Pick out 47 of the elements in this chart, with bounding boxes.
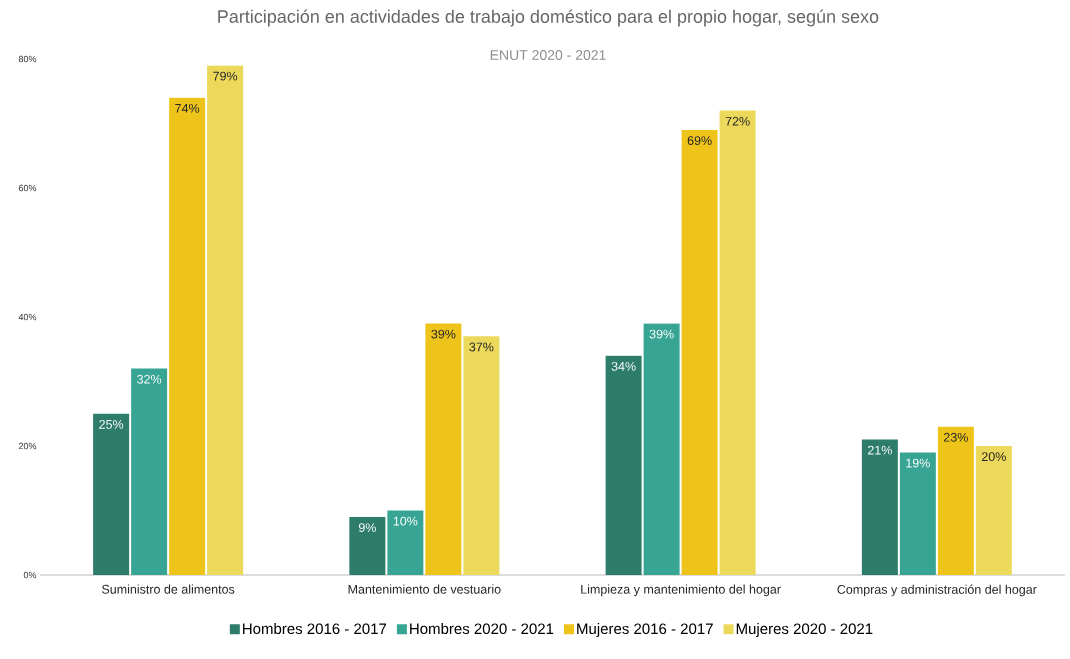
data-label: 34% xyxy=(611,361,636,371)
x-tick-label: Limpieza y mantenimiento del hogar xyxy=(581,584,781,597)
legend-label: Hombres 2016 - 2017 xyxy=(243,623,387,635)
bar xyxy=(605,355,642,575)
bar xyxy=(975,446,1012,575)
legend-label: Mujeres 2016 - 2017 xyxy=(577,623,713,638)
legend-label: Hombres 2020 - 2021 xyxy=(410,623,554,635)
data-label: 10% xyxy=(393,516,418,526)
data-label: 32% xyxy=(137,374,162,384)
bar xyxy=(131,368,168,575)
data-label: 23% xyxy=(943,432,968,442)
x-tick-label: Suministro de alimentos xyxy=(101,584,235,594)
bar xyxy=(681,129,718,575)
bar xyxy=(643,323,680,575)
data-label: 74% xyxy=(175,103,200,113)
x-tick-label: Compras y administración del hogar xyxy=(837,584,1037,597)
y-tick-label: 40% xyxy=(18,313,37,321)
data-label: 79% xyxy=(213,71,238,81)
data-label: 39% xyxy=(649,329,674,339)
y-tick-label: 20% xyxy=(18,442,37,450)
data-label: 69% xyxy=(687,136,712,146)
bar xyxy=(349,516,386,575)
bar xyxy=(169,97,206,575)
data-label: 37% xyxy=(469,342,494,352)
y-tick-label: 60% xyxy=(18,184,37,192)
data-label: 21% xyxy=(867,445,892,455)
bar xyxy=(861,439,898,575)
y-tick-label: 80% xyxy=(18,55,37,63)
chart-title: Participación en actividades de trabajo doméstico para el propio hogar, según sexo xyxy=(218,9,879,27)
data-label: 20% xyxy=(981,452,1006,462)
bar xyxy=(93,413,130,575)
data-label: 25% xyxy=(99,419,124,429)
bar xyxy=(937,426,974,575)
chart-subtitle: ENUT 2020 - 2021 xyxy=(490,50,606,60)
bar xyxy=(899,452,936,575)
data-label: 9% xyxy=(358,523,376,532)
legend-label: Mujeres 2020 - 2021 xyxy=(736,623,873,638)
bar xyxy=(387,510,424,575)
bar xyxy=(207,65,244,575)
y-tick-label: 0% xyxy=(23,571,37,579)
bar xyxy=(463,336,500,575)
data-label: 72% xyxy=(725,116,750,126)
data-label: 19% xyxy=(906,458,930,468)
data-label: 39% xyxy=(431,329,456,339)
bar xyxy=(719,110,756,575)
bar xyxy=(425,323,462,575)
x-tick-label: Mantenimiento de vestuario xyxy=(348,584,501,594)
